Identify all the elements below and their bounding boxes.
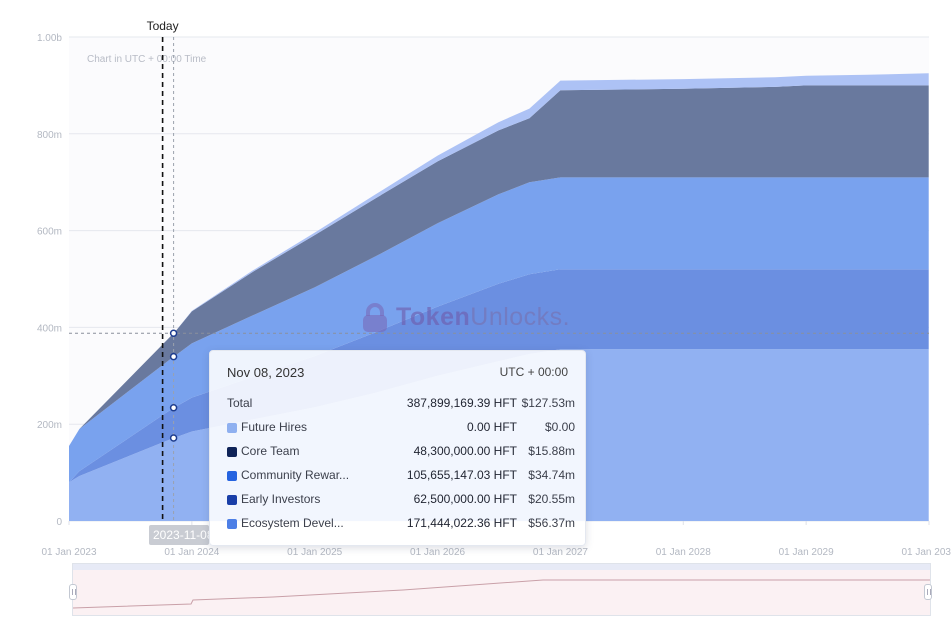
x-tick-label: 01 Jan 2029	[779, 547, 834, 558]
tooltip-row-amount: 62,500,000.00 HFT	[413, 492, 517, 506]
slider-left-handle[interactable]	[69, 584, 77, 600]
tooltip-row-ecosystem-development: Ecosystem Devel... 171,444,022.36 HFT $5…	[227, 516, 575, 532]
tooltip-row-usd: $15.88m	[528, 444, 575, 458]
legend-swatch	[227, 423, 237, 433]
legend-swatch	[227, 519, 237, 529]
tooltip-row-label: Early Investors	[241, 492, 321, 506]
tooltip-date: Nov 08, 2023	[227, 365, 305, 380]
tooltip-row-usd: $20.55m	[528, 492, 575, 506]
chart-timezone-note: Chart in UTC + 00:00 Time	[87, 54, 207, 65]
tooltip-row-usd: $56.37m	[528, 516, 575, 530]
tooltip-header: Nov 08, 2023 UTC + 00:00	[227, 365, 568, 381]
tooltip-row-label: Community Rewar...	[241, 468, 350, 482]
x-tick-label: 01 Jan 2024	[164, 547, 219, 558]
watermark-text: TokenUnlocks.	[396, 303, 571, 331]
today-marker: Today	[147, 19, 179, 521]
tooltip-row-amount: 48,300,000.00 HFT	[413, 444, 517, 458]
tooltip-row-usd: $0.00	[544, 420, 575, 434]
slider-overview-line	[73, 579, 930, 609]
y-axis-ticks: 0 200m 400m 600m 800m 1.00b	[37, 33, 62, 528]
tooltip-timezone: UTC + 00:00	[499, 365, 568, 379]
tooltip-row-usd: $34.74m	[528, 468, 575, 482]
tooltip-row-amount: 171,444,022.36 HFT	[406, 516, 517, 530]
slider-track	[73, 564, 930, 570]
tooltip-row-amount: 0.00 HFT	[466, 420, 517, 434]
area-community-rewards	[69, 177, 929, 483]
today-label: Today	[147, 19, 179, 33]
x-tick-label: 01 Jan 2026	[410, 547, 465, 558]
y-tick-label: 600m	[37, 227, 62, 238]
chart-tooltip: Nov 08, 2023 UTC + 00:00 Total 387,899,1…	[209, 350, 586, 546]
x-axis-hover-badge: 2023-11-08	[149, 525, 209, 545]
slider-right-handle[interactable]	[924, 584, 932, 600]
legend-swatch	[227, 471, 237, 481]
hover-point	[169, 352, 178, 361]
x-tick-label: 01 Jan 2023	[41, 547, 96, 558]
tooltip-row-future-hires: Future Hires 0.00 HFT $0.00	[227, 420, 575, 436]
tooltip-row-community-rewards: Community Rewar... 105,655,147.03 HFT $3…	[227, 468, 575, 484]
hover-point	[169, 404, 178, 412]
area-early-investors	[69, 269, 929, 483]
tooltip-row-core-team: Core Team 48,300,000.00 HFT $15.88m	[227, 444, 575, 460]
area-core-team	[69, 85, 929, 447]
y-tick-label: 200m	[37, 420, 62, 431]
x-tick-label: 01 Jan 2028	[656, 547, 711, 558]
tooltip-row-label: Ecosystem Devel...	[241, 516, 344, 530]
hover-point	[169, 329, 178, 338]
tooltip-row-amount: 105,655,147.03 HFT	[406, 468, 517, 482]
legend-swatch	[227, 447, 237, 457]
hover-point	[169, 434, 178, 442]
y-tick-label: 1.00b	[37, 33, 62, 44]
tooltip-row-early-investors: Early Investors 62,500,000.00 HFT $20.55…	[227, 492, 575, 508]
y-tick-label: 0	[56, 517, 62, 528]
x-axis-ticks: 01 Jan 2023 01 Jan 2024 01 Jan 2025 01 Jan …	[41, 521, 951, 558]
hover-markers	[69, 37, 929, 521]
tooltip-row-label: Future Hires	[241, 420, 308, 434]
tooltip-row-amount: 387,899,169.39 HFT	[406, 396, 517, 410]
y-tick-label: 400m	[37, 323, 62, 334]
tooltip-row-label: Total	[227, 396, 253, 410]
legend-swatch	[227, 495, 237, 505]
x-tick-label: 01 Jan 2027	[533, 547, 588, 558]
lock-icon	[363, 303, 387, 332]
x-tick-label: 01 Jan 2030	[901, 547, 951, 558]
tooltip-row-usd: $127.53m	[521, 396, 575, 410]
zoom-slider[interactable]	[69, 563, 932, 616]
x-tick-label: 01 Jan 2025	[287, 547, 342, 558]
y-tick-label: 800m	[37, 130, 62, 141]
tooltip-row-label: Core Team	[241, 444, 300, 458]
tooltip-row-total: Total 387,899,169.39 HFT $127.53m	[227, 396, 575, 412]
